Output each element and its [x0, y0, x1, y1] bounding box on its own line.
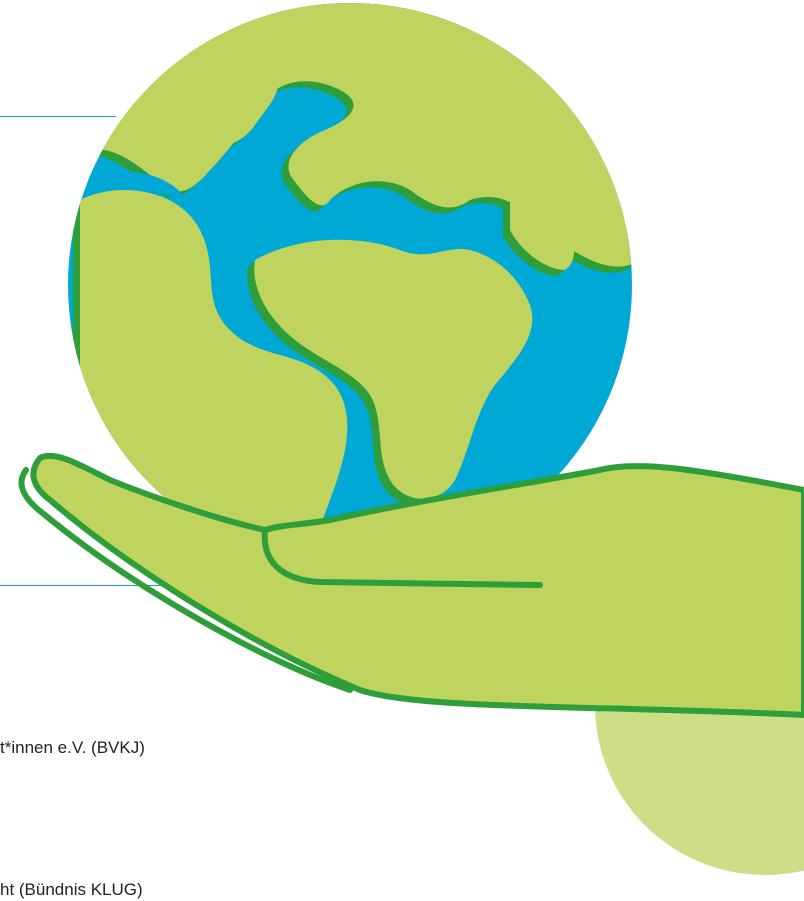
caption-line-2: ht (Bündnis KLUG): [0, 880, 143, 899]
bottom-divider-line: [0, 585, 200, 586]
hand-icon: [18, 452, 804, 718]
caption-line-1: t*innen e.V. (BVKJ): [0, 738, 145, 757]
top-divider-line: [0, 116, 116, 117]
